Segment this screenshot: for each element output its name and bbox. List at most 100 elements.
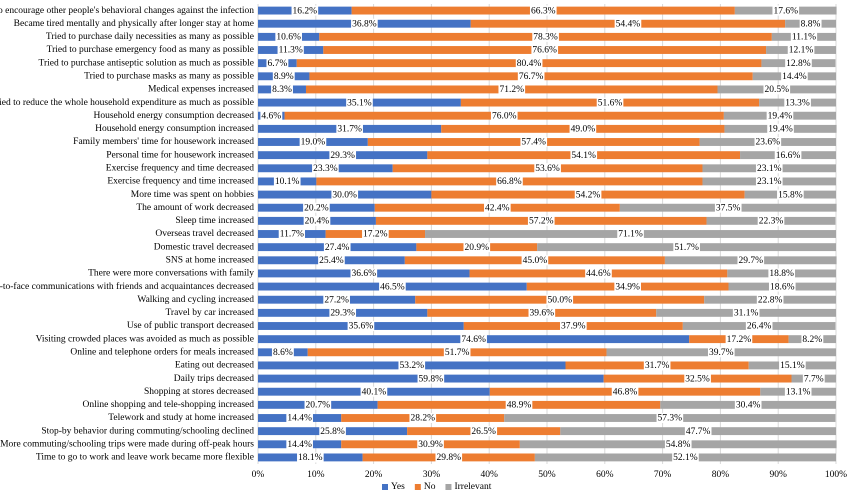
data-label: 26.5% [470, 426, 498, 437]
data-label-text: 29.3% [330, 309, 355, 319]
data-label-text: 66.8% [497, 177, 522, 187]
data-label-text: 76.6% [532, 46, 557, 56]
data-label: 23.1% [755, 163, 783, 174]
y-tick-label: Walking and cycling increased [137, 295, 254, 305]
data-label-text: 37.9% [561, 322, 586, 332]
data-label-box [323, 242, 351, 253]
data-label-text: 71.2% [499, 85, 524, 95]
data-label: 48.9% [505, 399, 533, 411]
data-label-text: 25.8% [320, 427, 345, 437]
data-label: 4.6% [260, 110, 283, 121]
data-label-text: 22.8% [758, 295, 783, 305]
data-label-box [611, 386, 639, 397]
data-label: 22.8% [756, 294, 784, 305]
data-label: 8.6% [271, 347, 294, 358]
data-label-text: 40.1% [362, 387, 387, 397]
data-label: 37.9% [560, 321, 587, 332]
data-label-text: 13.1% [786, 387, 811, 397]
data-label-text: 28.2% [410, 414, 435, 424]
data-label-text: 12.8% [786, 59, 811, 69]
data-label-box [757, 215, 785, 226]
data-label: 20.9% [463, 242, 491, 253]
data-label: 10.1% [273, 176, 301, 187]
data-label: 31.1% [732, 307, 760, 319]
data-label-box [672, 452, 699, 463]
data-label-text: 15.1% [780, 361, 805, 371]
y-tick-label: Tried to purchase daily necessities as m… [46, 32, 254, 42]
data-label: 39.7% [707, 347, 735, 358]
data-label-box [521, 255, 549, 266]
data-label: 35.6% [347, 321, 375, 332]
data-label: 18.6% [768, 281, 796, 292]
y-tick-label: Household energy consumption decreased [94, 111, 255, 121]
data-label-text: 51.7% [445, 348, 470, 358]
data-label-box [520, 137, 548, 147]
data-label-box [277, 45, 304, 55]
data-label-box [784, 386, 812, 397]
data-label: 76.0% [490, 110, 518, 121]
y-tick-label: Household energy consumption increased [95, 124, 254, 134]
data-label-box [673, 242, 700, 253]
y-tick-label: Tried to purchase emergency food as many… [47, 44, 254, 55]
data-label-text: 51.7% [674, 243, 699, 253]
data-label-box [463, 242, 491, 253]
data-label-box [273, 176, 301, 187]
data-label-box [266, 58, 289, 69]
data-label: 15.1% [779, 360, 806, 371]
data-label: 12.8% [785, 58, 812, 69]
data-label: 13.1% [784, 386, 812, 397]
data-label-box [656, 413, 684, 423]
data-label: 76.7% [517, 71, 545, 82]
data-label-text: 23.1% [757, 177, 782, 187]
data-label-text: 8.2% [802, 335, 822, 345]
data-label-box [318, 255, 345, 266]
data-label-box [484, 202, 511, 213]
data-label: 20.4% [303, 215, 331, 227]
data-label-text: 30.4% [736, 401, 761, 411]
x-tick-label: 70% [654, 470, 672, 480]
data-label: 11.7% [278, 229, 305, 240]
data-label-text: 29.3% [330, 151, 355, 161]
y-tick-label: Daily trips decreased [174, 374, 254, 384]
y-tick-label: Overseas travel decreased [155, 229, 254, 239]
data-label-text: 39.7% [709, 348, 734, 358]
data-label-text: 54.1% [571, 151, 596, 161]
x-tick-label: 30% [423, 470, 441, 480]
data-label-box [490, 110, 518, 121]
data-label-box [496, 176, 523, 187]
y-tick-label: Visiting crowded places was avoided as m… [36, 334, 254, 344]
data-label-box [763, 84, 791, 95]
y-tick-label: Telework and study at home increased [108, 413, 254, 423]
data-label: 66.8% [496, 176, 523, 187]
data-label-box [725, 334, 753, 345]
data-label-box [684, 426, 712, 437]
data-label-box [260, 110, 283, 121]
data-label-text: 37.5% [716, 203, 741, 213]
data-label-box [774, 150, 802, 161]
data-label: 47.7% [684, 426, 712, 437]
data-label-text: 57.3% [658, 414, 683, 424]
data-label: 36.6% [350, 268, 378, 279]
data-label-text: 27.2% [324, 295, 349, 305]
data-label: 44.6% [585, 268, 612, 279]
data-label-box [275, 31, 302, 42]
data-label-box [362, 229, 389, 239]
data-label: 71.2% [498, 84, 526, 95]
data-label-box [271, 84, 293, 95]
data-label-text: 23.3% [313, 164, 338, 174]
data-label: 8.2% [801, 334, 824, 345]
data-label: 34.9% [614, 281, 641, 292]
data-label-box [534, 163, 561, 174]
data-label: 12.1% [787, 45, 815, 56]
data-label-text: 29.8% [436, 453, 461, 463]
data-label: 66.3% [529, 5, 557, 16]
data-label-box [379, 281, 406, 292]
data-label-text: 52.1% [673, 453, 698, 463]
data-label-box [531, 45, 559, 55]
legend-label: Irrelevant [454, 482, 491, 492]
data-label-box [779, 360, 806, 371]
data-label-text: 53.6% [535, 164, 560, 174]
data-label-box [528, 307, 556, 318]
data-label: 14.4% [286, 413, 313, 424]
